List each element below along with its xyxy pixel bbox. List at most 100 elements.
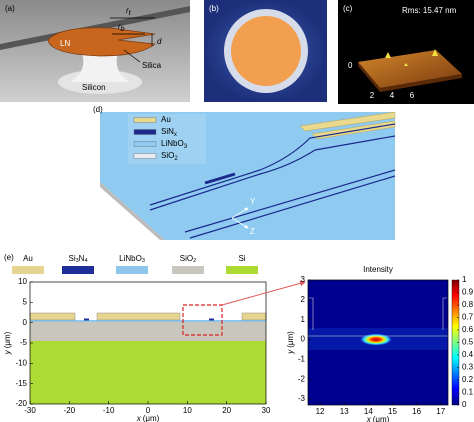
x-tick-label: 13 bbox=[340, 407, 349, 416]
disk bbox=[231, 16, 301, 86]
chip-edge bbox=[100, 182, 165, 240]
legend-label: Si bbox=[238, 254, 245, 263]
panel-label: (c) bbox=[343, 4, 353, 13]
label: Silicon bbox=[82, 83, 106, 92]
text-part: 2 bbox=[174, 156, 178, 162]
au-electrode bbox=[241, 312, 267, 321]
pointer bbox=[123, 49, 141, 63]
y-tick-label: -2 bbox=[298, 374, 306, 383]
x-tick-label: 12 bbox=[316, 407, 325, 416]
colorbar-tick-label: 0 bbox=[462, 400, 467, 409]
y-tick-label: -3 bbox=[298, 394, 306, 403]
legend-swatch bbox=[133, 117, 157, 123]
legend-swatch bbox=[226, 266, 258, 274]
text-part: x bbox=[366, 415, 372, 422]
au-electrode bbox=[29, 312, 76, 321]
panel-label: (a) bbox=[5, 4, 15, 13]
text-part: N bbox=[79, 254, 85, 263]
text-part: (μm) bbox=[373, 415, 390, 422]
x-tick-label: -20 bbox=[64, 406, 76, 415]
legend-swatch bbox=[133, 153, 157, 159]
electrode-outline bbox=[309, 297, 447, 330]
legend-swatch bbox=[133, 129, 157, 135]
text-part: 4 bbox=[84, 258, 87, 264]
taper bbox=[204, 172, 236, 185]
colorbar-tick-label: 0.8 bbox=[462, 300, 474, 309]
panel-label: (e) bbox=[4, 253, 14, 262]
tick-label: 2 bbox=[370, 91, 375, 100]
panel-e: (e) Intensity bbox=[4, 253, 460, 406]
colorbar-tick-label: 0.1 bbox=[462, 388, 474, 397]
text-part: 3 bbox=[76, 258, 79, 264]
au-electrode bbox=[96, 312, 181, 321]
text-part: LiNbO bbox=[119, 254, 142, 263]
legend-label: Si3N4 bbox=[68, 254, 87, 264]
legend-swatch bbox=[12, 266, 44, 274]
y-tick-label: -1 bbox=[298, 354, 306, 363]
colorbar-tick-label: 0.7 bbox=[462, 313, 474, 322]
panel-label: (d) bbox=[93, 105, 103, 114]
sio2-layer bbox=[30, 322, 266, 341]
x-tick-label: 0 bbox=[146, 406, 151, 415]
legend-label: LiNbO3 bbox=[161, 139, 188, 149]
y-tick-label: -10 bbox=[15, 358, 27, 367]
panel-d: (d) Y Z bbox=[93, 105, 396, 240]
rms: Rms: 15.47 nm bbox=[402, 6, 457, 15]
waveguides bbox=[149, 123, 396, 239]
colorbar-tick-label: 0.5 bbox=[462, 338, 474, 347]
y-tick-label: -5 bbox=[20, 338, 28, 347]
colorbar-tick-label: 0.4 bbox=[462, 350, 474, 359]
label: Silica bbox=[142, 61, 162, 70]
ln-layer bbox=[30, 320, 266, 322]
text-part: 3 bbox=[184, 144, 188, 150]
mode-field bbox=[360, 333, 392, 346]
legend-label: LiNbO3 bbox=[119, 254, 145, 264]
colorbar-tick-label: 1 bbox=[462, 275, 467, 284]
label: d bbox=[157, 37, 162, 46]
legend-label: SiO2 bbox=[180, 254, 196, 264]
text-part: Au bbox=[161, 115, 171, 124]
y-tick-label: 5 bbox=[23, 297, 28, 306]
panel-c: (c) Rms: 15.47 nm bbox=[338, 0, 474, 104]
si-layer bbox=[30, 341, 266, 404]
zoom-arrow bbox=[221, 280, 306, 306]
text-part: SiO bbox=[180, 254, 193, 263]
legend-label: Au bbox=[23, 254, 33, 263]
legend-swatch bbox=[62, 266, 94, 274]
text-part: 3 bbox=[142, 258, 145, 264]
label: rb bbox=[118, 22, 125, 33]
sin-waveguide bbox=[84, 318, 89, 321]
text-part: x bbox=[136, 414, 142, 422]
x-tick-label: -10 bbox=[103, 406, 115, 415]
legend-swatch bbox=[172, 266, 204, 274]
text-part: SiO bbox=[161, 151, 174, 160]
legend-label: Au bbox=[161, 115, 171, 124]
legend-swatch bbox=[116, 266, 148, 274]
text-part: Au bbox=[23, 254, 33, 263]
axis-label: Y bbox=[250, 197, 256, 206]
x-tick-label: 15 bbox=[388, 407, 397, 416]
x-tick-label: 30 bbox=[262, 406, 271, 415]
y-axis-label: y(μm) bbox=[3, 331, 12, 355]
text-part: LiNbO bbox=[161, 139, 184, 148]
text-part: 2 bbox=[193, 258, 196, 264]
y-tick-label: 0 bbox=[23, 318, 28, 327]
label: LN bbox=[60, 39, 70, 48]
x-tick-label: 17 bbox=[436, 407, 445, 416]
tick-label: 6 bbox=[410, 91, 415, 100]
x-tick-label: 20 bbox=[222, 406, 231, 415]
x-axis-label: x (μm) bbox=[366, 415, 390, 422]
colorbar-tick-label: 0.9 bbox=[462, 288, 474, 297]
text-part: y bbox=[286, 349, 295, 355]
axis-label: Z bbox=[250, 227, 255, 236]
text-part: (μm) bbox=[286, 331, 295, 348]
legend-label: SiNx bbox=[161, 127, 177, 137]
text-part: (μm) bbox=[143, 414, 160, 422]
legend-swatch bbox=[133, 141, 157, 147]
tick-label: 4 bbox=[390, 91, 395, 100]
text-part: Si bbox=[68, 254, 75, 263]
panel-b: (b) bbox=[204, 0, 327, 102]
x-tick-label: -30 bbox=[24, 406, 36, 415]
colorbar-tick-label: 0.3 bbox=[462, 363, 474, 372]
